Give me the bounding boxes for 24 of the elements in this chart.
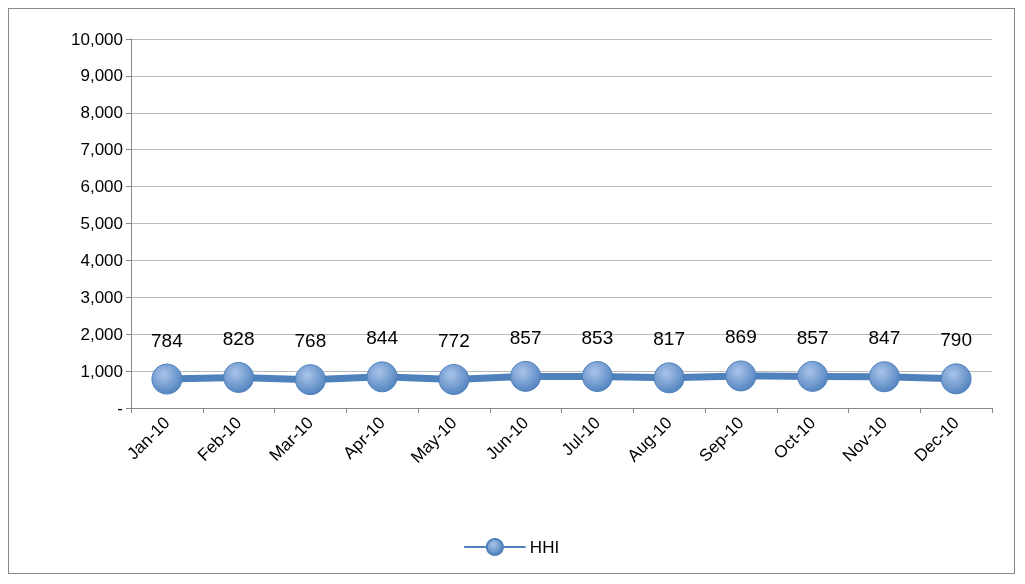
y-tick-label: 8,000 [80,103,123,123]
data-label: 772 [438,330,470,352]
data-label: 853 [581,327,614,349]
data-label: 790 [940,329,972,351]
data-label: 817 [653,328,685,350]
data-label: 869 [725,326,757,348]
y-tick-label: 3,000 [80,287,123,307]
y-tick-label: 2,000 [80,324,123,344]
data-label: 847 [868,327,901,349]
y-tick-label: 1,000 [80,361,123,381]
data-label: 828 [222,327,255,349]
data-label: 784 [151,329,184,351]
data-label: 857 [509,326,542,348]
y-tick-label: 7,000 [80,140,123,160]
y-tick-label: - [117,398,123,418]
y-tick-label: 6,000 [80,177,123,197]
data-label: 844 [366,327,399,349]
data-label: 768 [294,330,327,352]
y-tick-label: 10,000 [71,29,123,49]
y-tick-label: 9,000 [80,66,123,86]
legend-label: HHI [529,537,560,557]
y-tick-label: 5,000 [80,214,123,233]
data-label: 857 [796,326,829,348]
y-tick-label: 4,000 [80,250,123,270]
